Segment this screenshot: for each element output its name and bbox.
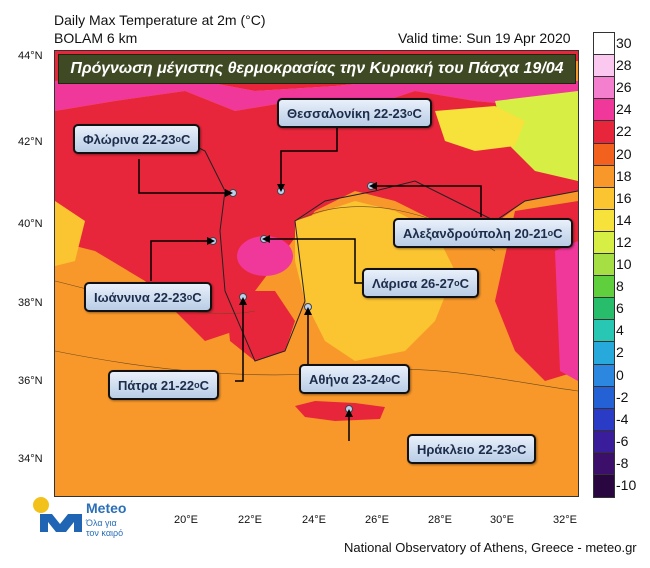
label-iraklio: Ηράκλειο 22-23 o C	[407, 434, 537, 464]
lon-tick: 28°E	[428, 514, 452, 526]
colorbar-swatch	[593, 253, 615, 278]
colorbar-label: 12	[616, 233, 632, 250]
label-larisa: Λάρισα 26-27 o C	[362, 268, 479, 298]
colorbar-label: 6	[616, 300, 624, 317]
footer-credit: National Observatory of Athens, Greece -…	[344, 540, 637, 555]
logo-tagline: τον καιρό	[86, 528, 124, 538]
colorbar-label: 10	[616, 256, 632, 272]
colorbar-swatch	[593, 407, 615, 432]
colorbar-swatch	[593, 319, 615, 344]
colorbar-label: -6	[616, 432, 629, 449]
meteo-logo	[30, 496, 110, 536]
lat-tick: 42°N	[18, 136, 43, 148]
colorbar-label: 4	[616, 322, 624, 339]
map-title: Daily Max Temperature at 2m (°C)	[54, 12, 266, 28]
colorbar-swatch	[593, 429, 615, 454]
label-athina: Αθήνα 23-24 o C	[299, 364, 411, 394]
colorbar-label: 18	[616, 167, 632, 184]
colorbar-swatch	[593, 385, 615, 410]
model-label: BOLAM 6 km	[54, 30, 138, 46]
lat-tick: 44°N	[18, 50, 43, 62]
colorbar-swatch	[593, 230, 615, 255]
lat-tick: 34°N	[18, 453, 43, 465]
colorbar-swatch	[593, 474, 615, 499]
colorbar-swatch	[593, 54, 615, 79]
colorbar-swatch	[593, 32, 615, 57]
label-alexandroupoli: Αλεξανδρούπολη 20-21 o C	[393, 218, 573, 248]
colorbar-label: 8	[616, 278, 624, 295]
valid-time: Valid time: Sun 19 Apr 2020	[398, 30, 571, 46]
colorbar-label: 30	[616, 35, 632, 51]
colorbar-label: 2	[616, 344, 624, 361]
colorbar-swatch	[593, 363, 615, 388]
logo-icon	[33, 497, 82, 532]
colorbar-label: 22	[616, 123, 632, 140]
label-florina: Φλώρινα 22-23 o C	[73, 124, 201, 154]
colorbar-label: -2	[616, 388, 629, 405]
colorbar-swatch	[593, 451, 615, 476]
colorbar-swatch	[593, 142, 615, 167]
colorbar-swatch	[593, 297, 615, 322]
colorbar-label: 28	[616, 57, 632, 74]
lat-tick: 38°N	[18, 297, 43, 309]
colorbar-label: -8	[616, 454, 629, 471]
colorbar-swatch	[593, 76, 615, 101]
lon-tick: 22°E	[238, 514, 262, 526]
lat-tick: 40°N	[18, 218, 43, 230]
colorbar-label: -4	[616, 410, 629, 427]
colorbar-swatch	[593, 275, 615, 300]
lon-tick: 32°E	[553, 514, 577, 526]
lon-tick: 20°E	[174, 514, 198, 526]
colorbar-swatch	[593, 341, 615, 366]
label-thessaloniki: Θεσσαλονίκη 22-23 o C	[277, 98, 432, 128]
colorbar-swatch	[593, 186, 615, 211]
colorbar-swatch	[593, 164, 615, 189]
colorbar-label: 16	[616, 189, 632, 206]
lon-tick: 30°E	[490, 514, 514, 526]
colorbar-swatch	[593, 120, 615, 145]
lon-tick: 26°E	[365, 514, 389, 526]
colorbar-swatch	[593, 208, 615, 233]
colorbar-label: 14	[616, 211, 632, 228]
logo-tagline: Όλα για	[86, 518, 117, 528]
logo-name: Meteo	[86, 500, 127, 516]
colorbar-label: 20	[616, 145, 632, 162]
colorbar-swatch	[593, 98, 615, 123]
colorbar-label: 0	[616, 366, 624, 383]
colorbar-label: 24	[616, 101, 632, 118]
colorbar-label: 26	[616, 79, 632, 96]
lat-tick: 36°N	[18, 375, 43, 387]
colorbar-label: -10	[616, 477, 637, 493]
label-ioannina: Ιωάννινα 22-23 o C	[84, 282, 212, 312]
forecast-banner: Πρόγνωση μέγιστης θερμοκρασίας την Κυρια…	[58, 54, 576, 84]
label-patra: Πάτρα 21-22 o C	[108, 370, 219, 400]
lon-tick: 24°E	[302, 514, 326, 526]
